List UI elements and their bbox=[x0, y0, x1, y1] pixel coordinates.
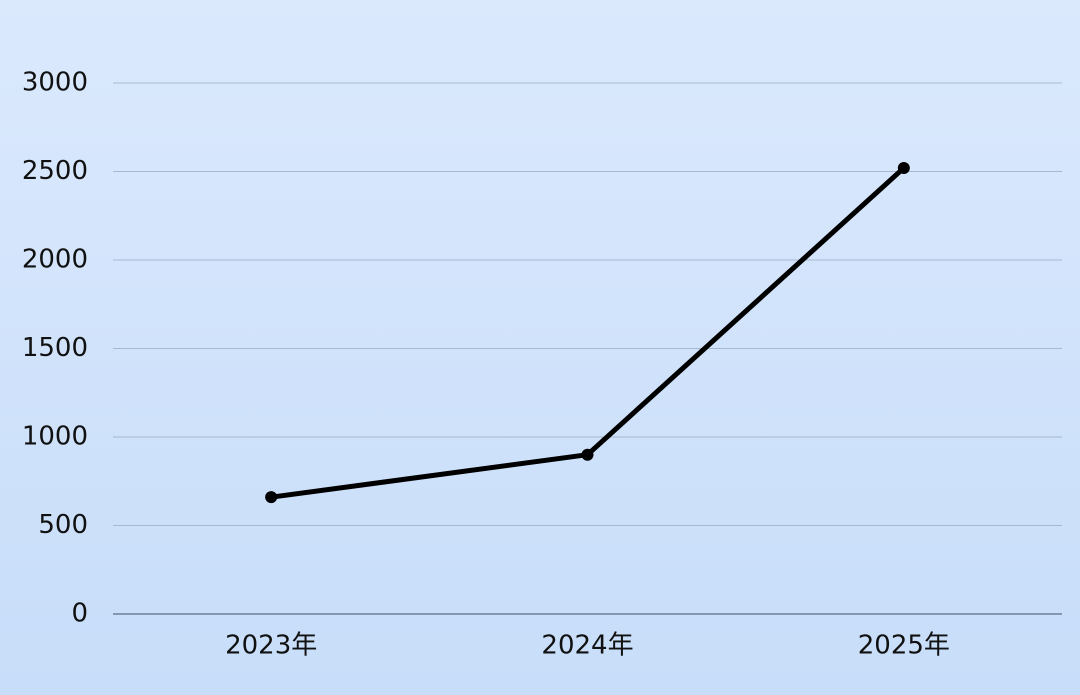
y-tick-label: 500 bbox=[38, 510, 88, 540]
y-tick-label: 1500 bbox=[22, 333, 88, 363]
y-tick-label: 1000 bbox=[22, 422, 88, 452]
point bbox=[581, 448, 594, 461]
x-tick-label: 2023年 bbox=[225, 631, 317, 661]
y-tick-label: 2000 bbox=[22, 245, 88, 275]
x-tick-label: 2025年 bbox=[858, 631, 950, 661]
y-tick-label: 2500 bbox=[22, 156, 88, 186]
y-tick-label: 0 bbox=[71, 599, 88, 629]
point bbox=[265, 491, 278, 504]
x-tick-label: 2024年 bbox=[541, 631, 633, 661]
point bbox=[897, 161, 910, 174]
y-tick-label: 3000 bbox=[22, 68, 88, 98]
